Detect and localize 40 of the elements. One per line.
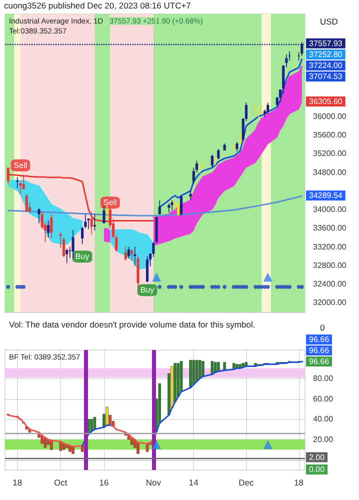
text: 96.66 [309,357,330,366]
y-tick-label: 32400.00 [313,280,347,289]
text: 36305.60 [309,97,343,106]
annotation: Buy [75,252,90,262]
y-tick-label: 33200.00 [313,242,347,252]
text: 96.66 [309,346,330,355]
y-tick-label: 34000.00 [313,205,347,214]
x-tick-label: Oct [54,478,68,488]
text: 37224.00 [309,61,343,70]
text: 37074.53 [309,72,343,81]
y-tick-label: 35600.00 [313,130,347,140]
y-tick-label: 33600.00 [313,224,347,233]
annotation: Sell [14,160,28,170]
y-tick-label: 32000.00 [313,298,347,308]
text: 0 [320,322,325,332]
y-tick-label: 32800.00 [313,260,347,270]
y-tick-label: 80.00 [313,374,334,383]
y-tick-label: 35200.00 [313,149,347,158]
ref-line-label: 37557.93 [309,38,343,48]
text: 34289.54 [309,191,343,200]
text: 96.66 [309,335,330,344]
annotation: Sell [103,198,118,208]
x-tick-label: 18 [12,478,22,488]
x-tick-label: 18 [294,478,304,488]
text: 0.00 [309,465,326,474]
text: Vol: The data vendor doesn't provide volume data for this symbol. [9,320,256,330]
ref-line-label: 2.00 [309,452,326,462]
y-tick-label: 20.00 [313,434,334,444]
y-tick-label: 40.00 [313,414,334,424]
x-tick-label: Dec [238,478,255,488]
y-tick-label: 60.00 [313,394,334,404]
text: 37252.80 [309,50,343,59]
x-tick-label: Nov [146,478,162,488]
y-tick-label: 34800.00 [313,168,347,177]
annotation: Buy [140,286,154,295]
text: cuong3526 published Dec 20, 2023 08:16 UTC+7 [4,0,192,10]
y-tick-label: 36000.00 [313,112,347,121]
x-tick-label: 16 [99,478,109,488]
text: USD [320,16,338,26]
x-tick-label: 14 [188,478,199,488]
